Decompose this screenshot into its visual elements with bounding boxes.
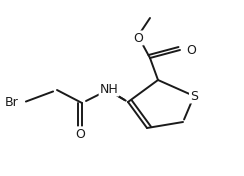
- Text: S: S: [190, 90, 198, 102]
- Text: H: H: [104, 83, 112, 96]
- Text: O: O: [75, 127, 85, 140]
- Text: O: O: [186, 43, 196, 56]
- Text: O: O: [133, 32, 143, 45]
- Text: NH: NH: [100, 83, 118, 96]
- Text: Br: Br: [4, 96, 18, 109]
